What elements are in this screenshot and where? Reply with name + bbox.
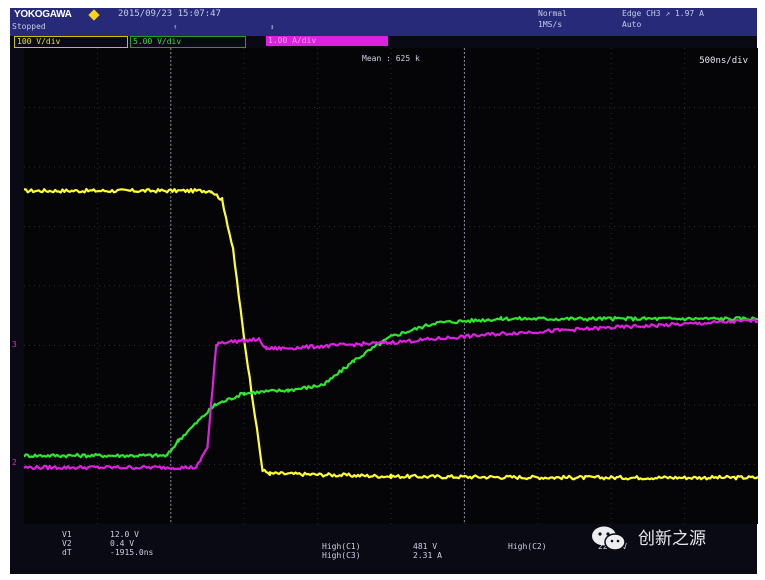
timestamp: 2015/09/23 15:07:47	[118, 9, 221, 19]
high-c3-label: High(C3)	[322, 551, 361, 560]
trigger-position-icon: ↑	[173, 23, 178, 31]
brand-logo: YOKOGAWA	[14, 9, 72, 20]
dt-label: dT	[62, 548, 72, 557]
zoom-marker-icon: ↕	[270, 23, 275, 31]
measurement-cursors	[170, 48, 465, 524]
channel-2-ground-marker: 2	[12, 458, 17, 467]
watermark: 创新之源	[588, 520, 758, 560]
mean-readout: Mean : 625 k	[362, 54, 420, 63]
high-c1-value: 481 V	[413, 542, 438, 551]
sample-rate: 1MS/s	[538, 20, 563, 29]
v1-value: 12.0 V	[110, 530, 139, 539]
waveform-traces	[24, 187, 758, 481]
acquisition-mode: Normal	[538, 9, 567, 18]
high-c3-value: 2.31 A	[413, 551, 442, 560]
watermark-text: 创新之源	[638, 529, 706, 549]
channel-1-setting[interactable]: 100 V/div	[14, 36, 128, 48]
v1-label: V1	[62, 530, 72, 539]
trigger-mode: Auto	[622, 20, 642, 29]
channel-2-trace	[24, 315, 758, 459]
dt-value: -1915.0ns	[110, 548, 154, 557]
channel-3-scale: 1.00 A/div	[268, 36, 317, 45]
v2-value: 0.4 V	[110, 539, 135, 548]
status-bar: YOKOGAWA 2015/09/23 15:07:47 Stopped ↑ ↕…	[10, 8, 757, 36]
waveform-plot: Mean : 625 k 500ns/div	[24, 48, 758, 524]
channel-2-setting[interactable]: 5.00 V/div	[130, 36, 246, 48]
channel-3-ground-marker: 3	[12, 340, 17, 349]
high-c1-label: High(C1)	[322, 542, 361, 551]
wechat-icon	[592, 526, 626, 551]
high-c2-label: High(C2)	[508, 542, 547, 551]
measurement-bar: V1 12.0 V V2 0.4 V dT -1915.0ns High(C1)…	[10, 524, 757, 574]
acquisition-state: Stopped	[12, 22, 46, 31]
run-indicator-icon	[88, 9, 100, 21]
channel-1-scale: 100 V/div	[17, 37, 61, 46]
channel-2-scale: 5.00 V/div	[133, 37, 182, 46]
trigger-setting: Edge CH3 ↗ 1.97 A	[622, 9, 704, 18]
channel-3-trace	[24, 318, 758, 471]
channel-3-setting[interactable]: 1.00 A/div	[266, 36, 388, 46]
channel-1-trace	[24, 187, 758, 481]
timebase-readout: 500ns/div	[699, 56, 748, 66]
v2-label: V2	[62, 539, 72, 548]
channel-settings-row: 100 V/div 5.00 V/div 1.00 A/div	[10, 36, 757, 48]
